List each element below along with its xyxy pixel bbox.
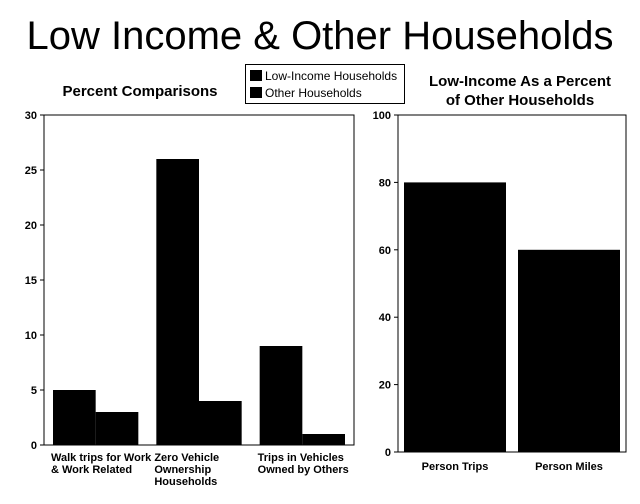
left-category-label: Ownership (154, 464, 211, 476)
left-ytick-label: 0 (31, 440, 37, 452)
right-ytick-label: 80 (379, 177, 391, 189)
left-ytick-label: 15 (25, 275, 37, 287)
right-plot-frame (397, 114, 627, 453)
left-ytick-label: 30 (25, 110, 37, 122)
left-bar-low-income (259, 346, 303, 445)
left-chart-title: Percent Comparisons (62, 83, 218, 100)
right-ytick-label: 20 (379, 380, 391, 392)
right-bar (404, 182, 506, 452)
left-ytick-label: 5 (31, 385, 37, 397)
legend-item-low-income: Low-Income Households (250, 67, 400, 84)
left-category-label: Walk trips for Work (51, 452, 152, 464)
left-category-label: Owned by Others (258, 464, 349, 476)
right-category-label: Person Miles (535, 461, 603, 473)
right-ytick-label: 100 (373, 110, 391, 122)
left-ytick-label: 25 (25, 165, 37, 177)
right-chart-title-line-1: Low-Income As a Percent (429, 73, 611, 90)
slide-title: Low Income & Other Households (26, 14, 614, 58)
legend: Low-Income Households Other Households (245, 64, 405, 104)
left-bar-other (95, 412, 139, 445)
left-category-label: Zero Vehicle (154, 452, 219, 464)
right-ytick-label: 60 (379, 245, 391, 257)
left-bar-other (199, 401, 242, 445)
left-category-label: & Work Related (51, 464, 132, 476)
left-bar-low-income (156, 159, 199, 445)
left-category-label: Households (154, 476, 217, 488)
left-category-label: Trips in Vehicles (258, 452, 344, 464)
legend-label-other: Other Households (265, 85, 362, 100)
legend-label-low-income: Low-Income Households (265, 68, 398, 83)
left-bar-chart: 0 5 10 15 20 25 30 Walk trips for Work& Work Re… (25, 110, 355, 488)
legend-swatch-other (250, 87, 262, 98)
legend-swatch-low-income (250, 70, 262, 81)
right-bar-chart: 0 20 40 60 80 100 Person Trips Person Miles (373, 110, 627, 473)
left-ytick-label: 10 (25, 330, 37, 342)
left-bar-other (302, 434, 345, 445)
right-category-label: Person Trips (422, 461, 489, 473)
right-ytick-label: 40 (379, 312, 391, 324)
right-chart-title: Low-Income As a Percent of Other Househo… (402, 72, 638, 110)
legend-item-other: Other Households (250, 84, 400, 101)
right-ytick-label: 0 (385, 447, 391, 459)
right-bar (518, 249, 620, 452)
left-bar-low-income (53, 390, 96, 445)
right-chart-title-line-2: of Other Households (445, 92, 595, 109)
left-ytick-label: 20 (25, 220, 37, 232)
